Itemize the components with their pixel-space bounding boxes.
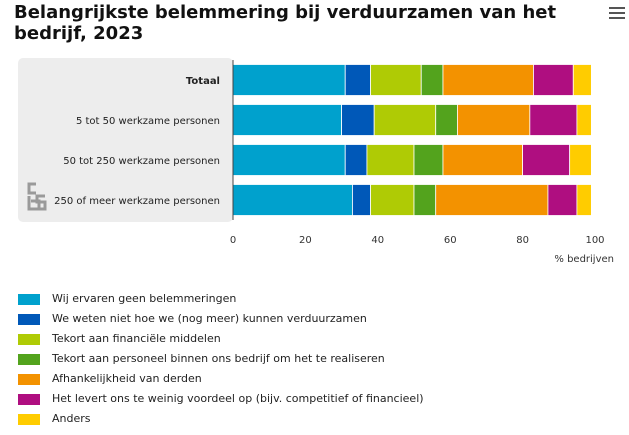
legend-swatch <box>18 394 40 405</box>
legend-swatch <box>18 374 40 385</box>
bar-segment[interactable] <box>522 144 571 176</box>
bar-segment[interactable] <box>344 144 368 176</box>
x-tick-label: 20 <box>299 235 312 246</box>
hamburger-menu-icon[interactable] <box>609 6 625 20</box>
bar-segment[interactable] <box>370 184 415 216</box>
bar-segment[interactable] <box>373 104 437 136</box>
bar-segment[interactable] <box>547 184 578 216</box>
bar-segment[interactable] <box>435 184 549 216</box>
x-tick-label: 80 <box>516 235 529 246</box>
legend-swatch <box>18 294 40 305</box>
legend-label: Het levert ons te weinig voordeel op (bi… <box>52 392 424 405</box>
bar-segment[interactable] <box>529 104 578 136</box>
category-label: 5 tot 50 werkzame personen <box>76 116 220 127</box>
stacked-bar-chart: Totaal 5 tot 50 werkzame personen 50 tot 2… <box>18 58 614 265</box>
legend-label: Tekort aan financiële middelen <box>52 332 221 345</box>
bar-segment[interactable] <box>576 104 592 136</box>
bar-segment[interactable] <box>352 184 371 216</box>
legend-swatch <box>18 314 40 325</box>
bar-segment[interactable] <box>413 144 444 176</box>
x-tick-label: 40 <box>371 235 384 246</box>
x-axis-label: % bedrijven <box>554 254 614 265</box>
bar-segment[interactable] <box>232 144 346 176</box>
chart-title: Belangrijkste belemmering bij verduurzam… <box>14 2 557 44</box>
bar-segment[interactable] <box>370 64 422 96</box>
bar-segment[interactable] <box>533 64 574 96</box>
bar-segment[interactable] <box>232 184 353 216</box>
category-label: 50 tot 250 werkzame personen <box>63 156 220 167</box>
cbs-logo-icon <box>27 182 47 211</box>
bar-segment[interactable] <box>442 144 523 176</box>
bar-segment[interactable] <box>344 64 371 96</box>
bar-segment[interactable] <box>413 184 437 216</box>
x-tick-label: 0 <box>230 235 236 246</box>
x-tick-label: 100 <box>585 235 604 246</box>
bar-segment[interactable] <box>435 104 458 136</box>
bar-segment[interactable] <box>366 144 415 176</box>
category-label: Totaal <box>186 76 220 87</box>
bar-segment[interactable] <box>232 64 346 96</box>
legend-swatch <box>18 414 40 425</box>
legend-label: We weten niet hoe we (nog meer) kunnen v… <box>52 312 367 325</box>
legend-label: Wij ervaren geen belemmeringen <box>52 292 237 305</box>
legend-label: Tekort aan personeel binnen ons bedrijf … <box>52 352 385 365</box>
category-band-background <box>18 58 233 222</box>
category-label: 250 of meer werkzame personen <box>54 196 220 207</box>
legend-label: Anders <box>52 412 91 425</box>
bar-segment[interactable] <box>457 104 531 136</box>
bar-segment[interactable] <box>576 184 592 216</box>
legend-swatch <box>18 334 40 345</box>
bar-segment[interactable] <box>442 64 534 96</box>
bar-segment[interactable] <box>572 64 592 96</box>
bar-segment[interactable] <box>232 104 342 136</box>
x-tick-label: 60 <box>444 235 457 246</box>
bar-segment[interactable] <box>569 144 592 176</box>
bar-segment[interactable] <box>420 64 444 96</box>
bar-segment[interactable] <box>341 104 375 136</box>
legend-label: Afhankelijkheid van derden <box>52 372 202 385</box>
legend-swatch <box>18 354 40 365</box>
